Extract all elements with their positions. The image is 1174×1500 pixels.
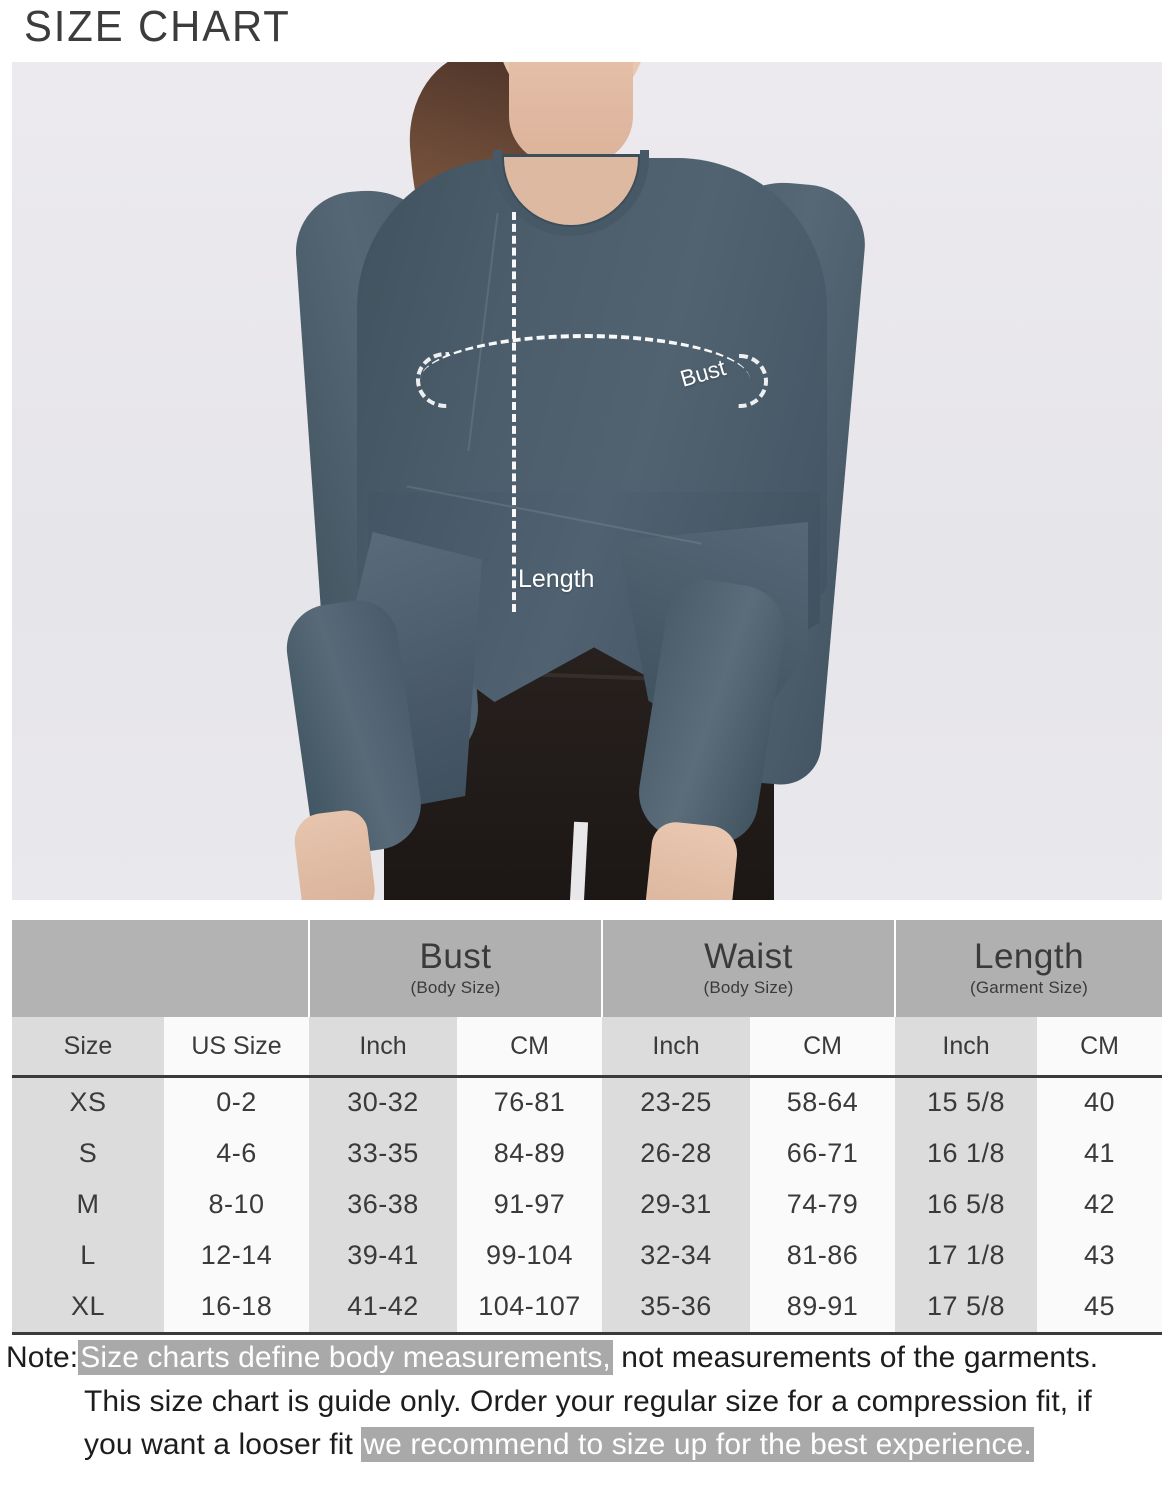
cell-waist-inch: 29-31: [602, 1178, 751, 1230]
note-highlight-2: we recommend to size up for the best exp…: [361, 1427, 1034, 1462]
cell-us-size: 4-6: [164, 1127, 309, 1179]
cell-bust-inch: 33-35: [309, 1127, 457, 1179]
cell-length-inch: 17 5/8: [895, 1280, 1038, 1332]
cell-size: S: [12, 1127, 164, 1179]
group-title-waist: Waist: [704, 936, 793, 976]
group-subtitle-length: (Garment Size): [970, 978, 1089, 998]
cell-waist-cm: 74-79: [750, 1178, 896, 1230]
table-row: XS 0-2 30-32 76-81 23-25 58-64 15 5/8 40: [12, 1076, 1163, 1128]
table-row: L 12-14 39-41 99-104 32-34 81-86 17 1/8 …: [12, 1229, 1163, 1281]
cell-bust-cm: 84-89: [457, 1127, 603, 1179]
group-title-length: Length: [974, 936, 1085, 976]
column-header-bust-cm: CM: [457, 1017, 603, 1075]
note-highlight-1: Size charts define body measurements,: [78, 1340, 613, 1375]
cell-bust-cm: 104-107: [457, 1280, 603, 1332]
group-header-waist: Waist (Body Size): [602, 920, 897, 1017]
column-header-length-cm: CM: [1037, 1017, 1163, 1075]
note-line-3-head: you want a looser fit: [84, 1428, 362, 1461]
cell-bust-inch: 36-38: [309, 1178, 457, 1230]
cell-us-size: 16-18: [164, 1280, 309, 1332]
cell-waist-inch: 23-25: [602, 1076, 751, 1128]
cell-size: XL: [12, 1280, 164, 1332]
group-header-blank: [12, 920, 310, 1017]
cell-size: M: [12, 1178, 164, 1230]
note-block: Note:Size charts define body measurement…: [6, 1336, 1170, 1467]
cell-us-size: 8-10: [164, 1178, 309, 1230]
cell-waist-inch: 26-28: [602, 1127, 751, 1179]
size-table: Bust (Body Size) Waist (Body Size) Lengt…: [12, 920, 1163, 1335]
table-header-rule: [12, 1074, 1163, 1078]
cell-length-cm: 41: [1037, 1127, 1163, 1179]
cell-us-size: 0-2: [164, 1076, 309, 1128]
note-line-3: you want a looser fit we recommend to si…: [6, 1423, 1170, 1467]
bust-measure-line: [420, 334, 750, 380]
cell-bust-inch: 30-32: [309, 1076, 457, 1128]
table-column-header-row: Size US Size Inch CM Inch CM Inch CM: [12, 1017, 1163, 1075]
length-measure-label: Length: [518, 565, 595, 593]
cell-length-cm: 42: [1037, 1178, 1163, 1230]
group-header-bust: Bust (Body Size): [309, 920, 604, 1017]
cell-length-inch: 15 5/8: [895, 1076, 1038, 1128]
page-title: SIZE CHART: [24, 2, 291, 51]
model-hand-right: [642, 819, 740, 900]
cell-bust-cm: 99-104: [457, 1229, 603, 1281]
column-header-size: Size: [12, 1017, 164, 1075]
group-subtitle-bust: (Body Size): [410, 978, 501, 998]
cell-waist-inch: 35-36: [602, 1280, 751, 1332]
cell-length-cm: 40: [1037, 1076, 1163, 1128]
group-header-length: Length (Garment Size): [895, 920, 1163, 1017]
table-row: S 4-6 33-35 84-89 26-28 66-71 16 1/8 41: [12, 1127, 1163, 1179]
model-neck: [509, 62, 633, 164]
table-bottom-rule-cell: [12, 1330, 1163, 1335]
cell-bust-cm: 76-81: [457, 1076, 603, 1128]
group-title-bust: Bust: [419, 936, 492, 976]
table-row: XL 16-18 41-42 104-107 35-36 89-91 17 5/…: [12, 1280, 1163, 1332]
column-header-waist-inch: Inch: [602, 1017, 751, 1075]
cell-us-size: 12-14: [164, 1229, 309, 1281]
cell-waist-cm: 81-86: [750, 1229, 896, 1281]
note-line-1: Note:Size charts define body measurement…: [6, 1336, 1170, 1380]
model-hand-left: [291, 807, 379, 900]
column-header-waist-cm: CM: [750, 1017, 896, 1075]
column-header-length-inch: Inch: [895, 1017, 1038, 1075]
cell-bust-inch: 39-41: [309, 1229, 457, 1281]
table-header-rule-cell: [12, 1074, 1163, 1078]
cell-waist-inch: 32-34: [602, 1229, 751, 1281]
cell-size: XS: [12, 1076, 164, 1128]
cell-length-cm: 43: [1037, 1229, 1163, 1281]
cell-bust-cm: 91-97: [457, 1178, 603, 1230]
cell-length-inch: 17 1/8: [895, 1229, 1038, 1281]
cell-length-inch: 16 1/8: [895, 1127, 1038, 1179]
cell-waist-cm: 58-64: [750, 1076, 896, 1128]
table-row: M 8-10 36-38 91-97 29-31 74-79 16 5/8 42: [12, 1178, 1163, 1230]
length-measure-line: [512, 212, 516, 612]
cell-waist-cm: 66-71: [750, 1127, 896, 1179]
note-line-2: This size chart is guide only. Order you…: [84, 1384, 1092, 1418]
product-photo: Bust Length: [12, 62, 1162, 900]
column-header-bust-inch: Inch: [309, 1017, 457, 1075]
note-prefix: Note:: [6, 1341, 79, 1374]
column-header-us-size: US Size: [164, 1017, 309, 1075]
cell-length-cm: 45: [1037, 1280, 1163, 1332]
note-line-1-tail: not measurements of the garments.: [612, 1341, 1099, 1374]
table-bottom-rule: [12, 1330, 1163, 1335]
cell-length-inch: 16 5/8: [895, 1178, 1038, 1230]
cell-waist-cm: 89-91: [750, 1280, 896, 1332]
cell-bust-inch: 41-42: [309, 1280, 457, 1332]
table-group-header-row: Bust (Body Size) Waist (Body Size) Lengt…: [12, 920, 1163, 1017]
group-subtitle-waist: (Body Size): [703, 978, 794, 998]
cell-size: L: [12, 1229, 164, 1281]
